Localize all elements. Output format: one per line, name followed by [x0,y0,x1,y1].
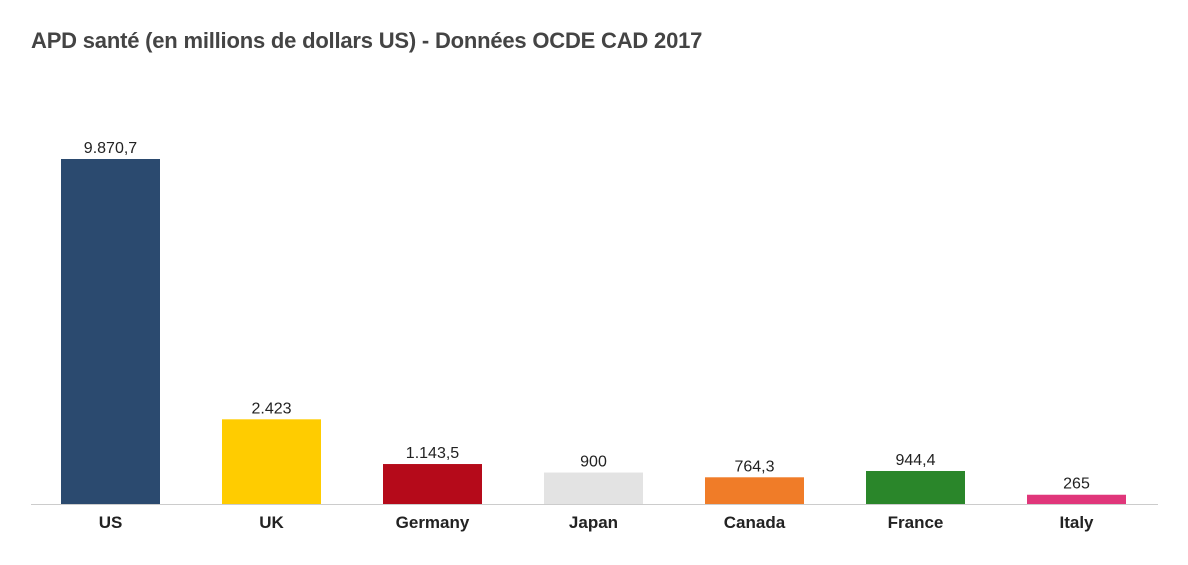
bar-japan [544,472,643,504]
value-label-germany: 1.143,5 [406,445,459,462]
value-label-france: 944,4 [895,452,935,469]
bar-canada [705,477,804,504]
value-label-us: 9.870,7 [84,140,137,157]
bar-italy [1027,494,1126,504]
value-label-canada: 764,3 [734,458,774,475]
category-label-canada: Canada [724,513,786,532]
value-label-japan: 900 [580,454,607,471]
labels-layer: 9.870,7 US 2.423 UK 1.143,5 Germany 900 Japan 76… [84,140,1094,532]
bar-france [866,470,965,504]
category-label-italy: Italy [1059,513,1094,532]
category-label-france: France [888,513,944,532]
category-label-us: US [99,513,123,532]
bar-germany [383,464,482,504]
category-label-germany: Germany [396,513,470,532]
value-label-italy: 265 [1063,476,1090,493]
value-label-uk: 2.423 [251,400,291,417]
category-label-japan: Japan [569,513,618,532]
chart-title: APD santé (en millions de dollars US) - … [31,28,703,53]
bar-us [61,159,160,504]
bars-layer [61,159,1126,504]
category-label-uk: UK [259,513,284,532]
bar-uk [222,419,321,504]
